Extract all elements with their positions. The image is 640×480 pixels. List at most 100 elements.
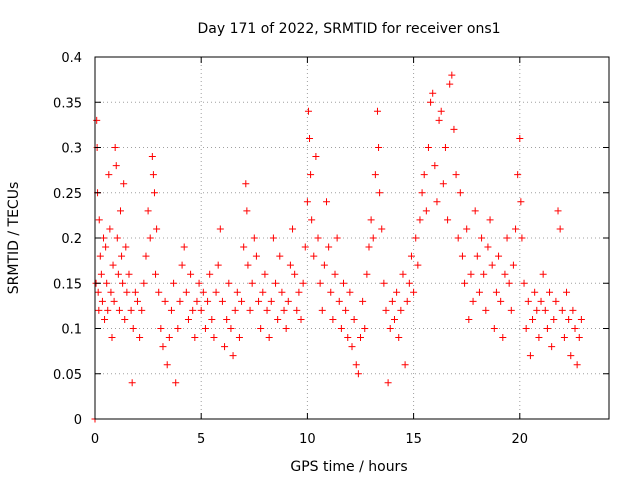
- data-point: [140, 279, 148, 287]
- data-point: [543, 325, 551, 332]
- data-point: [518, 234, 526, 242]
- data-point: [114, 270, 122, 278]
- data-point: [229, 352, 237, 360]
- x-tick-label: 0: [91, 432, 99, 447]
- data-point: [146, 234, 154, 242]
- data-point: [184, 315, 192, 323]
- data-point: [484, 243, 492, 251]
- data-point: [414, 261, 422, 269]
- data-point: [189, 306, 197, 314]
- data-point: [278, 288, 286, 296]
- data-point: [201, 325, 209, 332]
- data-point: [424, 144, 432, 151]
- data-point: [556, 225, 564, 233]
- data-point: [314, 234, 322, 242]
- data-point: [327, 288, 335, 296]
- data-point: [299, 279, 307, 287]
- data-point: [356, 334, 364, 342]
- data-point: [136, 334, 144, 342]
- data-point: [193, 297, 201, 305]
- data-point: [104, 306, 112, 314]
- data-point: [546, 288, 554, 296]
- data-point: [571, 325, 579, 332]
- data-point: [514, 171, 522, 179]
- y-tick-label: 0.2: [61, 232, 82, 247]
- data-point: [109, 261, 117, 269]
- data-point: [118, 252, 126, 260]
- data-point: [490, 325, 498, 332]
- data-point: [94, 288, 102, 296]
- data-point: [265, 334, 273, 342]
- y-tick-label: 0.25: [53, 187, 82, 202]
- data-point: [563, 288, 571, 296]
- data-point: [365, 243, 373, 251]
- data-point: [573, 361, 581, 369]
- data-point: [267, 297, 275, 305]
- data-point: [142, 252, 150, 260]
- data-point: [113, 234, 121, 242]
- data-point: [517, 198, 525, 206]
- data-point: [97, 270, 105, 278]
- data-point: [257, 325, 265, 332]
- data-point: [102, 243, 110, 251]
- data-point: [225, 279, 233, 287]
- data-point: [446, 80, 454, 88]
- data-point: [161, 297, 169, 305]
- data-point: [492, 288, 500, 296]
- data-point: [289, 225, 297, 233]
- data-point: [231, 306, 239, 314]
- data-point: [495, 252, 503, 260]
- data-point: [155, 288, 163, 296]
- data-point: [418, 189, 426, 197]
- data-point: [149, 171, 157, 179]
- data-point: [182, 288, 190, 296]
- data-point: [131, 288, 139, 296]
- data-point: [108, 334, 116, 342]
- data-point: [388, 297, 396, 305]
- data-point: [335, 297, 343, 305]
- data-point: [263, 306, 271, 314]
- data-point: [218, 297, 226, 305]
- data-point: [450, 125, 458, 133]
- data-point: [157, 325, 165, 332]
- data-point: [469, 297, 477, 305]
- data-point: [170, 279, 178, 287]
- data-point: [375, 144, 383, 151]
- data-point: [503, 234, 511, 242]
- data-point: [174, 325, 182, 332]
- data-point: [407, 252, 415, 260]
- data-point: [199, 288, 207, 296]
- data-point: [204, 297, 212, 305]
- data-point: [539, 270, 547, 278]
- data-point: [397, 306, 405, 314]
- y-tick-label: 0.15: [53, 277, 82, 292]
- data-point: [172, 379, 180, 387]
- data-point: [344, 334, 352, 342]
- data-point: [153, 225, 161, 233]
- data-point: [312, 153, 320, 161]
- data-point: [323, 198, 331, 206]
- data-point: [316, 279, 324, 287]
- data-point: [96, 252, 104, 260]
- data-point: [475, 288, 483, 296]
- data-point: [150, 189, 158, 197]
- data-point: [376, 189, 384, 197]
- data-point: [512, 225, 520, 233]
- data-point: [378, 225, 386, 233]
- data-point: [176, 297, 184, 305]
- data-point: [473, 252, 481, 260]
- data-point: [123, 288, 131, 296]
- data-points: [91, 71, 585, 423]
- data-point: [448, 71, 456, 79]
- data-point: [116, 207, 124, 215]
- data-point: [331, 270, 339, 278]
- data-point: [509, 261, 517, 269]
- data-point: [395, 334, 403, 342]
- data-point: [329, 315, 337, 323]
- data-point: [405, 279, 413, 287]
- data-point: [163, 361, 171, 369]
- y-tick-label: 0.4: [61, 51, 82, 66]
- data-point: [95, 216, 103, 224]
- data-point: [206, 270, 214, 278]
- data-point: [304, 107, 312, 115]
